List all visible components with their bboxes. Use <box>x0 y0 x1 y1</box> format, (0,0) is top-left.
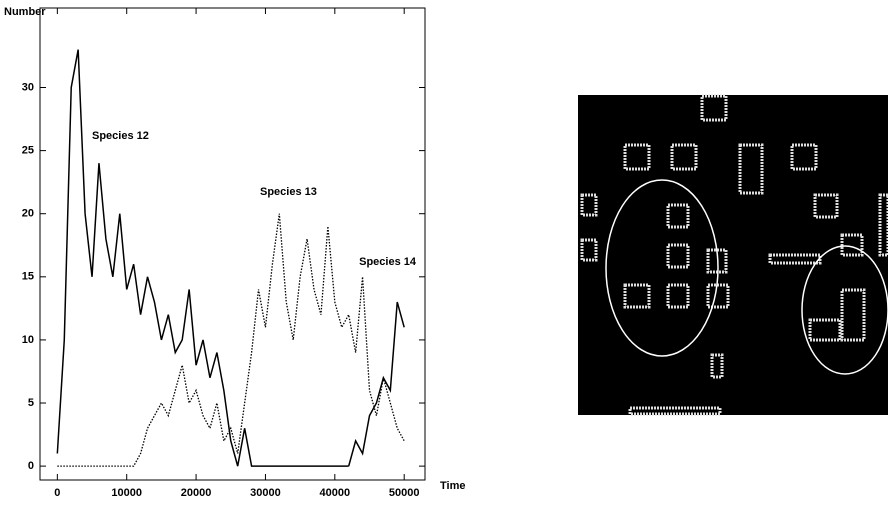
plot-frame <box>39 7 426 481</box>
y-tick-label: 20 <box>22 208 34 220</box>
y-tick-label: 25 <box>22 145 34 157</box>
y-tick-label: 30 <box>22 81 34 93</box>
y-tick-label: 5 <box>28 397 34 409</box>
x-tick-label: 30000 <box>250 487 281 499</box>
image-background <box>578 95 888 415</box>
y-tick-label: 10 <box>22 334 34 346</box>
series-label: Species 12 <box>92 130 149 142</box>
x-tick-label: 40000 <box>320 487 351 499</box>
x-axis-label: Time <box>440 480 465 492</box>
highlight-ellipse <box>801 245 888 375</box>
automaton-image <box>578 94 888 416</box>
y-axis-label: Number <box>4 6 46 18</box>
y-tick-label: 0 <box>28 460 34 472</box>
x-tick-label: 10000 <box>111 487 142 499</box>
series-line <box>56 49 349 467</box>
series-label: Species 14 <box>359 256 417 268</box>
x-tick-label: 20000 <box>181 487 212 499</box>
x-tick-label: 0 <box>54 487 60 499</box>
series-line <box>347 301 405 467</box>
y-tick-label: 15 <box>22 271 34 283</box>
cell-structures <box>580 94 888 416</box>
highlight-ellipse <box>605 179 719 357</box>
series-line <box>57 213 405 467</box>
series-label: Species 13 <box>260 186 317 198</box>
x-tick-label: 50000 <box>389 487 420 499</box>
